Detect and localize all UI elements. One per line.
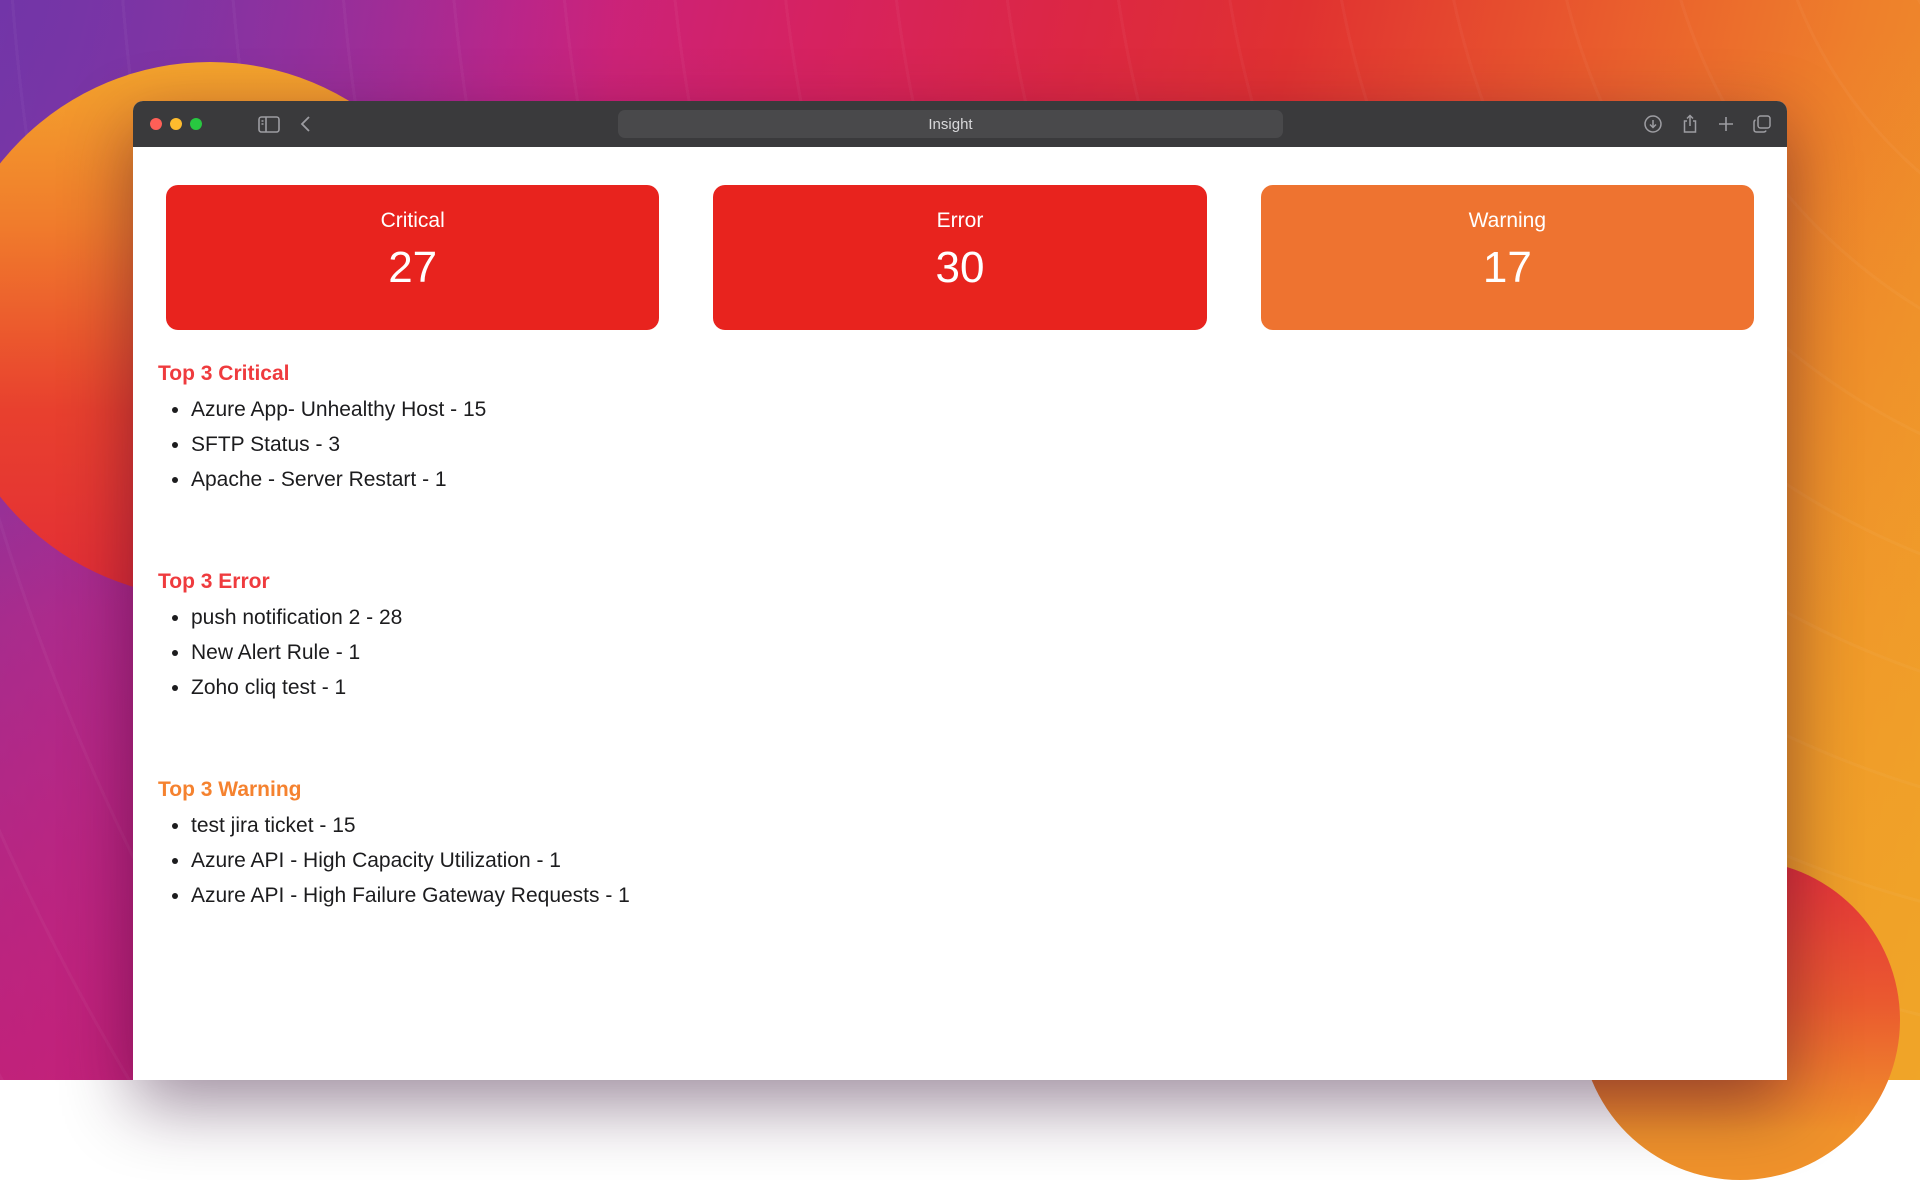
titlebar-right-actions [1643,101,1772,147]
address-bar[interactable]: Insight [618,110,1283,138]
warning-card: Warning 17 [1260,185,1754,330]
error-card: Error 30 [713,185,1207,330]
address-bar-title: Insight [928,115,973,133]
list-item: Apache - Server Restart - 1 [191,462,1787,497]
status-cards: Critical 27 Error 30 Warning 17 [166,185,1754,330]
list-item: Azure API - High Capacity Utilization - … [191,843,1787,878]
list-item: Zoho cliq test - 1 [191,670,1787,705]
list-item: Azure App- Unhealthy Host - 15 [191,392,1787,427]
download-icon[interactable] [1643,114,1663,134]
close-button[interactable] [150,118,162,130]
page-content: Critical 27 Error 30 Warning 17 Top 3 Cr… [133,185,1787,1080]
top3-warning-heading: Top 3 Warning [158,778,302,801]
top-lists: Top 3 Critical Azure App- Unhealthy Host… [133,330,1787,913]
minimize-button[interactable] [170,118,182,130]
sidebar-icon[interactable] [258,115,280,133]
warning-card-label: Warning [1468,209,1547,232]
top3-critical-list: Azure App- Unhealthy Host - 15 SFTP Stat… [158,392,1787,497]
error-card-label: Error [936,209,984,232]
top3-warning-section: Top 3 Warning test jira ticket - 15 Azur… [158,778,1787,913]
chevron-left-icon[interactable] [300,115,311,133]
traffic-lights [150,118,202,130]
browser-window: Insight [133,101,1787,1080]
list-item: test jira ticket - 15 [191,808,1787,843]
top3-error-heading: Top 3 Error [158,570,270,593]
top3-error-list: push notification 2 - 28 New Alert Rule … [158,600,1787,705]
critical-card-label: Critical [380,209,445,232]
list-item: Azure API - High Failure Gateway Request… [191,878,1787,913]
new-tab-icon[interactable] [1717,115,1735,133]
top3-critical-heading: Top 3 Critical [158,362,290,385]
tab-overview-icon[interactable] [1752,114,1772,134]
error-card-value: 30 [935,243,985,292]
top3-error-section: Top 3 Error push notification 2 - 28 New… [158,570,1787,705]
browser-titlebar: Insight [133,101,1787,147]
top3-warning-list: test jira ticket - 15 Azure API - High C… [158,808,1787,913]
critical-card-value: 27 [388,243,438,292]
warning-card-value: 17 [1482,243,1532,292]
share-icon[interactable] [1680,114,1700,134]
list-item: SFTP Status - 3 [191,427,1787,462]
zoom-button[interactable] [190,118,202,130]
list-item: New Alert Rule - 1 [191,635,1787,670]
top3-critical-section: Top 3 Critical Azure App- Unhealthy Host… [158,362,1787,497]
list-item: push notification 2 - 28 [191,600,1787,635]
critical-card: Critical 27 [166,185,660,330]
